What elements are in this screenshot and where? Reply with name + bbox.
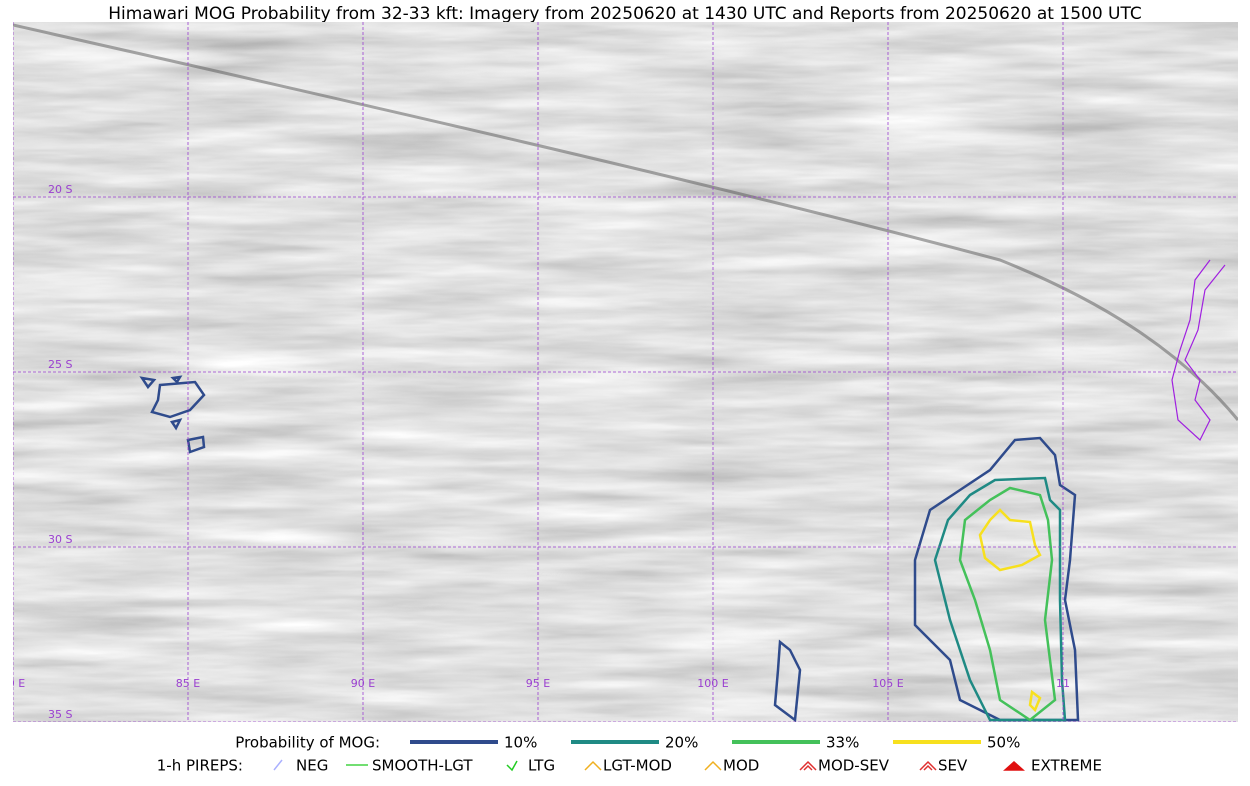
lat-label: 35 S bbox=[48, 708, 72, 721]
legend-label: LGT-MOD bbox=[603, 757, 672, 775]
map: 80 E 85 E 90 E 95 E 100 E 105 E 11 20 S 25 S 30 S… bbox=[1, 22, 1238, 722]
legend: Probability of MOG: 10% 20% 33% 50% 1-h PIREP… bbox=[157, 734, 1102, 775]
legend-label: SEV bbox=[938, 757, 968, 775]
legend-title: Probability of MOG: bbox=[235, 734, 380, 752]
legend-label: LTG bbox=[528, 757, 555, 775]
lat-label: 25 S bbox=[48, 358, 72, 371]
lat-label: 30 S bbox=[48, 533, 72, 546]
legend-label: 50% bbox=[987, 734, 1020, 752]
lon-label: 95 E bbox=[526, 677, 550, 690]
pirep-symbol bbox=[919, 760, 937, 771]
jet-streak bbox=[13, 23, 1238, 421]
pirep-symbol bbox=[506, 760, 518, 772]
legend-label: SMOOTH-LGT bbox=[372, 757, 473, 775]
lon-label: 105 E bbox=[872, 677, 903, 690]
legend-label: 20% bbox=[665, 734, 698, 752]
pirep-symbol bbox=[799, 760, 817, 771]
lat-label: 20 S bbox=[48, 183, 72, 196]
legend-label: MOD bbox=[723, 757, 759, 775]
legend-label: EXTREME bbox=[1031, 757, 1102, 775]
legend-label: 10% bbox=[504, 734, 537, 752]
pirep-symbol bbox=[1003, 760, 1025, 771]
legend-label: NEG bbox=[296, 757, 328, 775]
legend-label: 33% bbox=[826, 734, 859, 752]
lon-label: 80 E bbox=[1, 677, 25, 690]
pirep-symbol bbox=[704, 760, 722, 771]
legend-title: 1-h PIREPS: bbox=[157, 757, 243, 775]
lon-label: 90 E bbox=[351, 677, 375, 690]
title: Himawari MOG Probability from 32-33 kft:… bbox=[108, 4, 1142, 24]
pirep-symbol bbox=[273, 759, 283, 771]
pirep-symbol bbox=[584, 760, 602, 771]
graticule: 80 E 85 E 90 E 95 E 100 E 105 E 11 20 S 25 S 30 S… bbox=[1, 22, 1238, 722]
legend-label: MOD-SEV bbox=[818, 757, 890, 775]
lon-label: 11 bbox=[1056, 677, 1070, 690]
lon-label: 85 E bbox=[176, 677, 200, 690]
contours bbox=[139, 375, 1080, 722]
coastline bbox=[1171, 259, 1226, 441]
lon-label: 100 E bbox=[697, 677, 728, 690]
